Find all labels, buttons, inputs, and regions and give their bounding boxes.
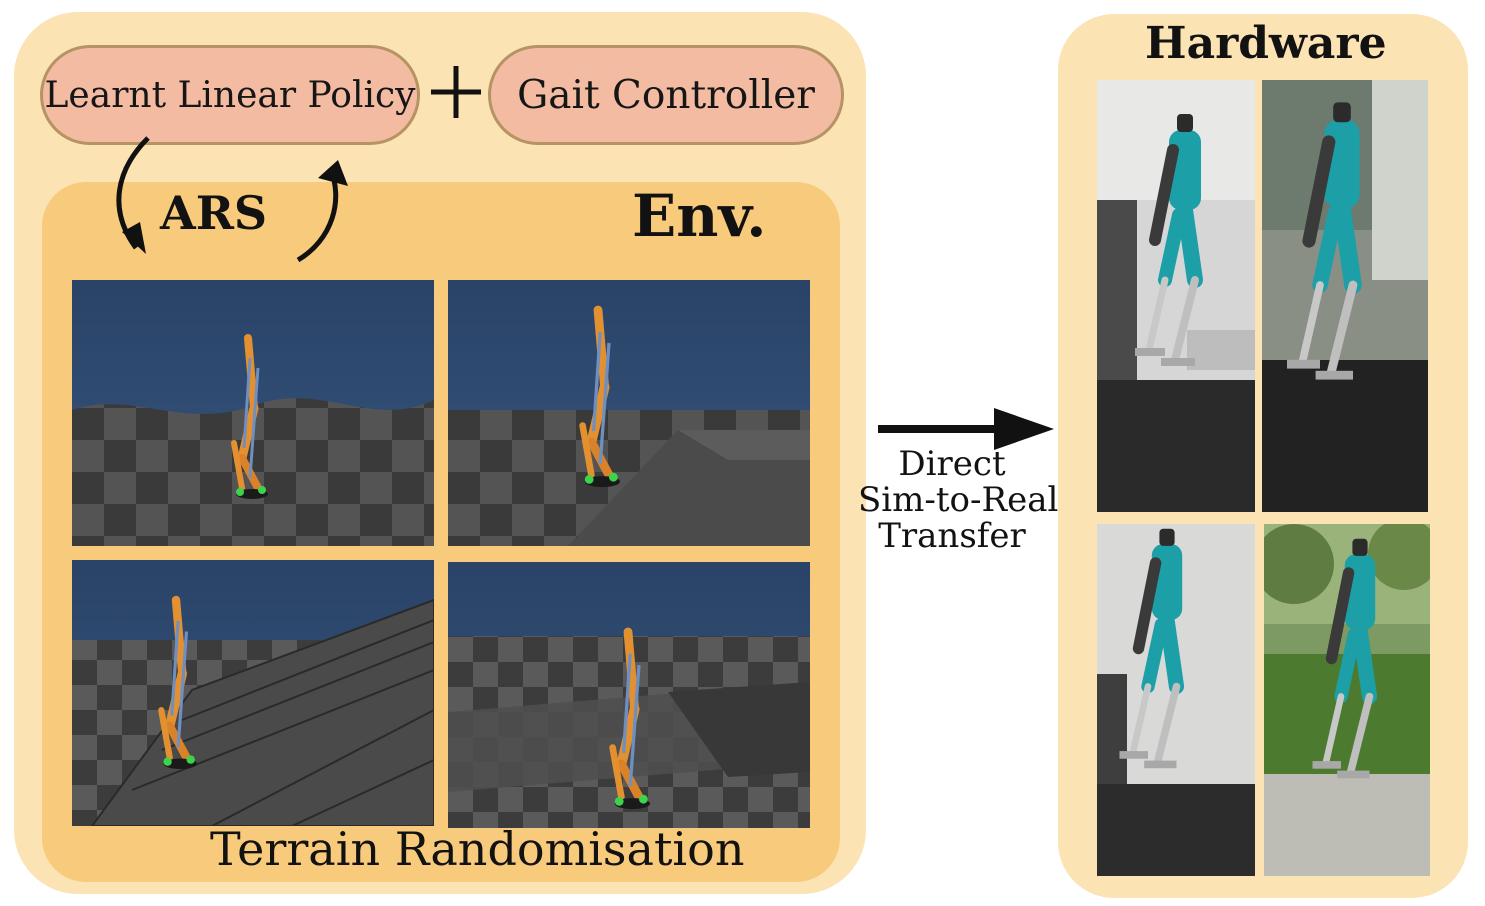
- transfer-line-1: Direct: [898, 444, 1006, 484]
- transfer-arrow-icon: [878, 408, 1054, 450]
- sim-tile-ramp: [448, 280, 810, 546]
- ars-up-arrow-icon: [296, 166, 339, 263]
- hardware-label: Hardware: [1145, 18, 1387, 69]
- sim-tile-steps: [448, 562, 810, 828]
- gait-label: Gait Controller: [517, 72, 815, 118]
- hardware-photo-lab-3: [1097, 524, 1255, 876]
- gait-controller-box: Gait Controller: [488, 45, 844, 145]
- ars-label: ARS: [160, 186, 268, 240]
- plus-icon: [431, 66, 481, 118]
- sim-tile-stairs: [72, 560, 434, 826]
- ars-loop-arrows: [116, 136, 348, 263]
- env-label: Env.: [632, 182, 767, 250]
- sim-tile-hills: [72, 280, 434, 546]
- hardware-photo-outdoor: [1264, 524, 1430, 876]
- terrain-randomisation-label: Terrain Randomisation: [210, 822, 745, 876]
- transfer-line-2: Sim-to-Real: [858, 480, 1059, 520]
- transfer-label: Direct Sim-to-Real Transfer: [858, 444, 1059, 556]
- learnt-linear-policy-box: Learnt Linear Policy: [40, 45, 420, 145]
- hardware-photo-lab-2: [1262, 80, 1428, 512]
- policy-label: Learnt Linear Policy: [44, 74, 416, 116]
- hardware-photo-lab-1: [1097, 80, 1255, 512]
- transfer-line-3: Transfer: [878, 516, 1026, 556]
